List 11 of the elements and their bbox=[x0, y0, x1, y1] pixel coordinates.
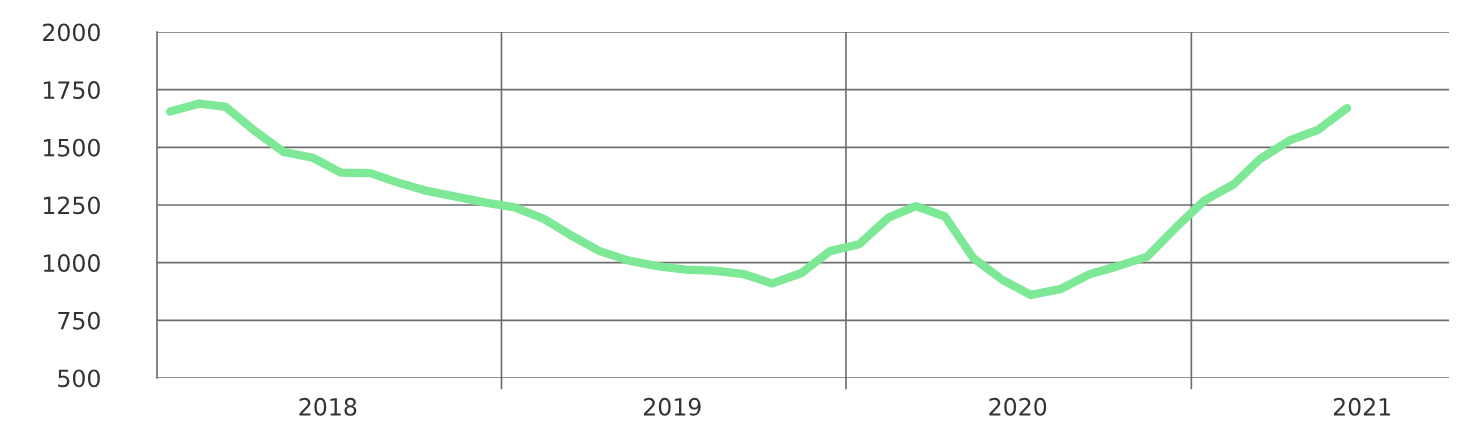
y-tick-label: 750 bbox=[58, 311, 100, 330]
y-tick-label: 1000 bbox=[43, 254, 100, 272]
y-tick-label: 1750 bbox=[43, 81, 100, 99]
x-tick-label: 2018 bbox=[299, 397, 357, 416]
y-tick-label: 2000 bbox=[43, 23, 100, 42]
y-tick-label: 1500 bbox=[43, 138, 100, 157]
x-tick-label: 2019 bbox=[643, 397, 701, 416]
x-tick-label: 2020 bbox=[989, 397, 1047, 416]
y-tick-label: 500 bbox=[58, 369, 100, 388]
y-tick-label: 1250 bbox=[43, 196, 100, 215]
x-tick-label: 2021 bbox=[1333, 397, 1391, 416]
